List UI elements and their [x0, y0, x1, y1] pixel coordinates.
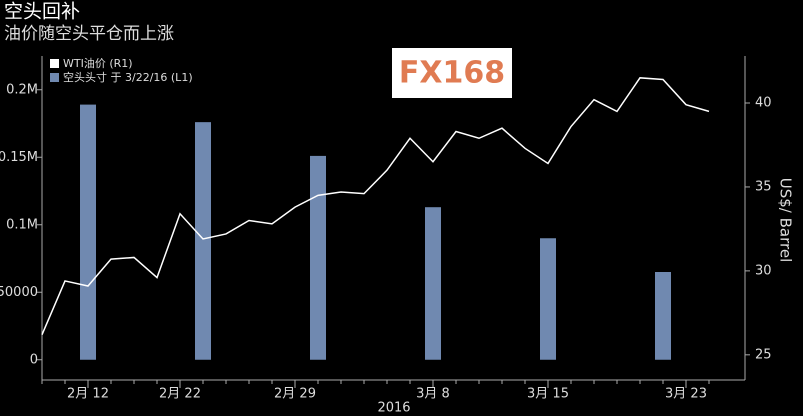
y-tick-label: 0.15M: [0, 150, 38, 165]
y-tick-label: 50000: [0, 285, 38, 300]
bar: [310, 155, 326, 360]
y2-tick-label: 25: [755, 347, 772, 362]
x-tick-label: 3月 23: [665, 387, 707, 402]
bar: [425, 207, 441, 360]
chart-subtitle: 油价随空头平仓而上涨: [4, 24, 174, 44]
bar: [80, 104, 96, 360]
legend-label: WTI油价 (R1): [63, 56, 133, 70]
bar: [540, 238, 556, 360]
legend-swatch: [50, 73, 59, 82]
bar: [655, 272, 671, 360]
y2-tick-label: 30: [755, 263, 772, 278]
x-tick-label: 2月 22: [159, 387, 201, 402]
legend-swatch: [50, 59, 59, 68]
y2-tick-label: 40: [755, 96, 772, 111]
bar: [195, 122, 211, 360]
y-tick-label: 0.2M: [6, 82, 38, 97]
y-tick-label: 0.1M: [6, 217, 38, 232]
line: [41, 77, 710, 335]
x-tick-label: 2月 12: [67, 387, 109, 402]
y2-tick-label: 35: [755, 179, 772, 194]
chart-title: 空头回补: [4, 1, 80, 23]
x-tick-label: 2月 29: [274, 387, 316, 402]
y-tick-label: 0: [30, 352, 38, 367]
legend-label: 空头头寸 于 3/22/16 (L1): [63, 70, 193, 84]
logo-box: [392, 48, 512, 98]
y2-axis-label: US$/ Barrel: [777, 178, 795, 263]
x-tick-label: 3月 8: [416, 387, 450, 402]
logo: FX168: [399, 56, 505, 91]
x-tick-label: 3月 15: [527, 387, 569, 402]
x-axis-label: 2016: [377, 401, 410, 416]
